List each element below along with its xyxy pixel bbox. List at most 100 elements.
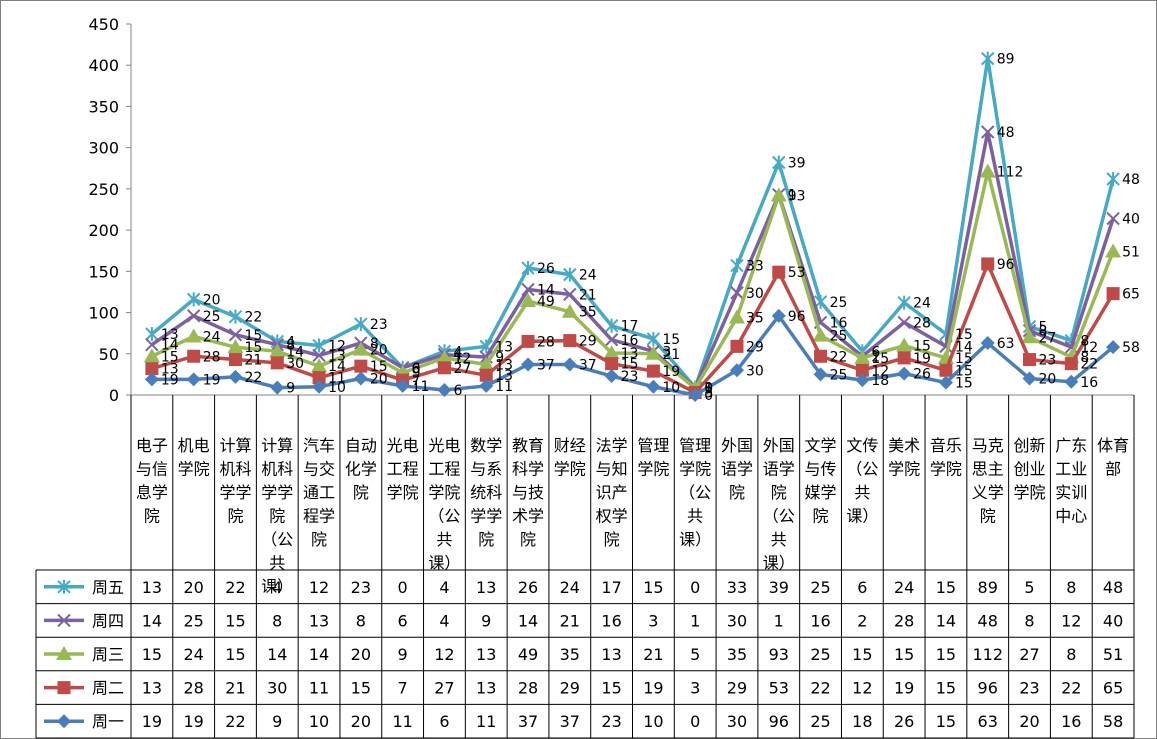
table-cell: 15 <box>351 679 371 698</box>
table-cell: 28 <box>894 611 914 630</box>
data-label: 13 <box>495 357 513 373</box>
table-cell: 9 <box>398 645 408 664</box>
data-label: 28 <box>913 315 931 331</box>
table-cell: 25 <box>810 645 830 664</box>
category-label-line: 院 <box>813 507 829 526</box>
category-label-line: 语学 <box>763 460 795 479</box>
table-cell: 15 <box>142 645 162 664</box>
marker-diamond <box>688 388 703 402</box>
table-cell: 14 <box>936 611 956 630</box>
data-label: 39 <box>788 156 806 172</box>
category-label-line: 学院 <box>387 483 419 502</box>
category-label-line: 课） <box>846 507 878 526</box>
table-cell: 49 <box>518 645 538 664</box>
table-cell: 16 <box>810 611 830 630</box>
table-cell: 35 <box>560 645 580 664</box>
data-label: 21 <box>662 347 680 363</box>
table-cell: 11 <box>309 679 329 698</box>
category-label-line: 义学 <box>972 483 1004 502</box>
marker-star <box>772 155 786 170</box>
y-tick-label: 350 <box>88 97 119 116</box>
data-label: 11 <box>412 379 430 395</box>
table-cell: 0 <box>690 578 700 597</box>
category-label-line: 通工 <box>303 483 335 502</box>
table-cell: 14 <box>518 611 538 630</box>
marker-triangle <box>478 356 495 371</box>
marker-square <box>354 359 368 373</box>
marker-square <box>563 334 577 348</box>
category-label-line: 学院 <box>1014 483 1046 502</box>
table-cell: 29 <box>560 679 580 698</box>
marker-diamond <box>1106 340 1121 355</box>
marker-square <box>521 334 535 348</box>
data-label: 1 <box>788 188 797 204</box>
category-label-line: 美术 <box>888 436 920 455</box>
data-label: 0 <box>704 381 713 397</box>
table-cell: 15 <box>936 712 956 731</box>
marker-square <box>730 339 744 353</box>
data-label: 22 <box>244 310 262 326</box>
table-cell: 8 <box>1066 578 1076 597</box>
category-label-line: 音乐 <box>930 436 962 455</box>
category-label-line: 学学 <box>470 507 502 526</box>
category-label-line: 管理 <box>637 436 669 455</box>
table-cell: 16 <box>1061 712 1081 731</box>
category-label-line: 工程 <box>428 460 460 479</box>
table-cell: 23 <box>601 712 621 731</box>
table-cell: 13 <box>476 578 496 597</box>
table-cell: 35 <box>727 645 747 664</box>
marker-diamond <box>729 363 744 378</box>
marker-square <box>897 351 911 365</box>
data-label: 28 <box>203 349 221 365</box>
data-label: 93 <box>788 188 806 204</box>
marker-triangle <box>269 343 286 358</box>
data-label: 26 <box>913 367 931 383</box>
data-label: 15 <box>370 359 388 375</box>
category-label-line: 与技 <box>512 483 544 502</box>
category-label-line: 学院 <box>428 483 460 502</box>
data-label: 112 <box>997 165 1024 181</box>
data-label: 13 <box>495 339 513 355</box>
data-label: 63 <box>997 336 1015 352</box>
marker-triangle <box>728 309 745 324</box>
marker-triangle <box>436 349 453 364</box>
marker-x <box>521 282 535 297</box>
table-cell: 15 <box>936 679 956 698</box>
table-cell: 20 <box>351 645 371 664</box>
series-line <box>151 169 1115 391</box>
data-label: 12 <box>328 339 346 355</box>
data-label: 25 <box>830 367 848 383</box>
category-label-line: 权学 <box>596 507 628 526</box>
category-label-line: 学院 <box>178 460 210 479</box>
table-cell: 24 <box>560 578 580 597</box>
category-label-line: 与信 <box>136 460 168 479</box>
marker-diamond <box>186 372 201 387</box>
table-cell: 3 <box>648 611 658 630</box>
category-label-line: 课） <box>679 530 711 549</box>
category-label-line: 学学 <box>219 483 251 502</box>
marker-star <box>145 326 159 341</box>
category-label-line: 院 <box>269 507 285 526</box>
data-label: 22 <box>244 370 262 386</box>
data-label: 24 <box>203 329 221 345</box>
data-label: 10 <box>328 380 346 396</box>
category-label-line: 文传 <box>846 436 878 455</box>
marker-square <box>814 349 828 363</box>
table-cell: 29 <box>727 679 747 698</box>
category-label-line: 数学 <box>470 436 502 455</box>
category-label-line: 学院 <box>679 460 711 479</box>
category-label-line: 体育 <box>1097 436 1129 455</box>
table-cell: 22 <box>225 712 245 731</box>
data-label: 9 <box>495 350 504 366</box>
marker-star <box>646 331 661 346</box>
category-label-line: 计算 <box>261 436 293 455</box>
data-label: 17 <box>621 319 639 335</box>
table-cell: 30 <box>727 712 747 731</box>
table-cell: 17 <box>601 578 621 597</box>
data-label: 51 <box>1122 245 1140 261</box>
table-cell: 40 <box>1103 611 1123 630</box>
category-label-line: 马克 <box>972 436 1004 455</box>
series-line <box>151 314 1115 397</box>
data-label: 25 <box>830 295 848 311</box>
